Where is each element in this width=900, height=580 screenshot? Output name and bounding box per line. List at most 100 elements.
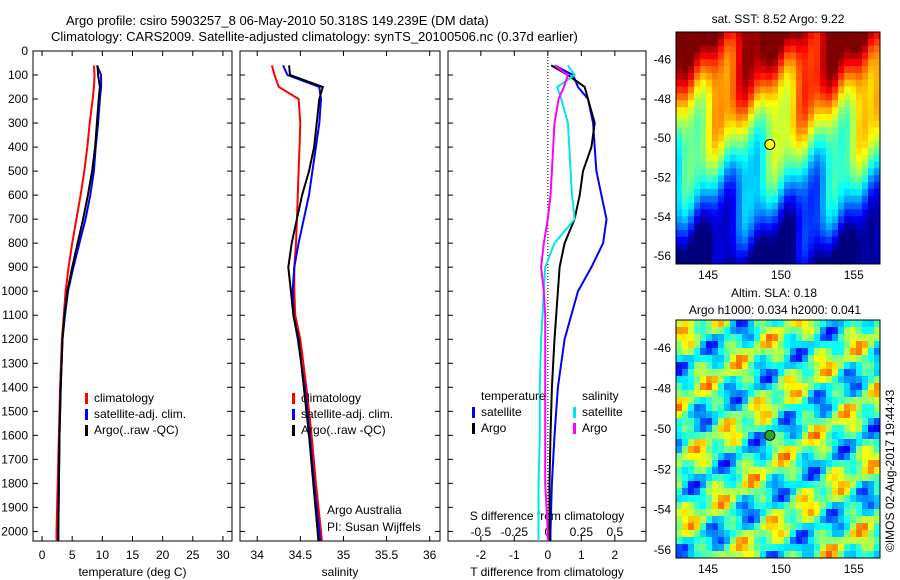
map-cell (688, 397, 695, 405)
map-cell (802, 107, 809, 115)
map-cell (874, 72, 881, 81)
map-cell (706, 467, 713, 475)
map-cell (676, 175, 683, 183)
map-cell (766, 250, 773, 258)
map-cell (760, 154, 767, 163)
map-cell (844, 175, 851, 183)
map-cell (730, 113, 737, 122)
map-cell (814, 425, 821, 433)
map-cell (868, 86, 875, 94)
map-cell (844, 113, 851, 122)
map-cell (772, 397, 779, 405)
map-cell (676, 509, 683, 517)
map-cell (772, 418, 779, 426)
map-cell (838, 551, 845, 559)
map-cell (838, 175, 845, 183)
y-tick-label: 1200 (1, 332, 28, 346)
map-cell (688, 229, 695, 238)
map-cell (730, 516, 737, 524)
map-cell (868, 168, 875, 176)
map-cell (826, 348, 833, 356)
y-tick-label: 1900 (1, 500, 28, 514)
map-cell (772, 236, 779, 245)
map-cell (868, 66, 875, 74)
map-cell (676, 425, 683, 433)
map-cell (868, 243, 875, 251)
map-cell (778, 502, 785, 510)
map-cell (784, 481, 791, 489)
map-cell (772, 45, 779, 53)
map-cell (784, 439, 791, 447)
map-cell (802, 516, 809, 524)
map-cell (742, 161, 749, 169)
map-cell (700, 127, 707, 135)
map-cell (676, 446, 683, 454)
map-cell (742, 154, 749, 163)
map-cell (736, 390, 743, 398)
map-cell (808, 537, 815, 545)
map-cell (874, 376, 881, 384)
map-cell (712, 79, 719, 88)
map-cell (754, 38, 761, 47)
map-cell (838, 113, 845, 122)
map-cell (790, 52, 797, 60)
map-cell (688, 38, 695, 47)
map-cell (844, 432, 851, 440)
map-cell (694, 120, 701, 129)
map-cell (808, 383, 815, 391)
map-cell (868, 551, 875, 559)
map-cell (802, 320, 809, 328)
map-cell (700, 209, 707, 217)
map-cell (700, 93, 707, 101)
map-cell (808, 66, 815, 74)
map-cell (832, 488, 839, 496)
map-cell (796, 209, 803, 217)
map-cell (724, 320, 731, 328)
map-cell (844, 209, 851, 217)
map-cell (874, 243, 881, 251)
map-cell (676, 250, 683, 258)
map-cell (754, 481, 761, 489)
map-cell (766, 223, 773, 231)
map-cell (730, 195, 737, 204)
map-cell (676, 488, 683, 496)
map-cell (790, 509, 797, 517)
map-cell (790, 516, 797, 524)
map-cell (700, 32, 707, 40)
map-cell (850, 209, 857, 217)
map-cell (754, 411, 761, 419)
map-cell (772, 38, 779, 47)
map-cell (862, 216, 869, 224)
map-cell (754, 439, 761, 447)
map-cell (826, 488, 833, 496)
map-cell (682, 502, 689, 510)
map-cell (802, 425, 809, 433)
map-cell (736, 229, 743, 238)
map-cell (820, 86, 827, 94)
map-cell (688, 327, 695, 335)
map-cell (844, 425, 851, 433)
map-cell (700, 516, 707, 524)
map-cell (838, 236, 845, 245)
map-cell (748, 250, 755, 258)
map-cell (754, 202, 761, 210)
map-cell (814, 216, 821, 224)
map-cell (802, 45, 809, 53)
map-cell (694, 52, 701, 60)
map-cell (760, 52, 767, 60)
map-cell (814, 229, 821, 238)
map-cell (760, 141, 767, 149)
map-cell (808, 182, 815, 190)
map-cell (748, 141, 755, 149)
map-cell (874, 66, 881, 74)
map-cell (712, 320, 719, 328)
map-cell (778, 86, 785, 94)
map-cell (706, 168, 713, 176)
map-cell (688, 537, 695, 545)
map-cell (784, 425, 791, 433)
map-cell (856, 327, 863, 335)
map-cell (772, 439, 779, 447)
map-cell (844, 446, 851, 454)
map-cell (742, 257, 749, 265)
map-cell (778, 516, 785, 524)
